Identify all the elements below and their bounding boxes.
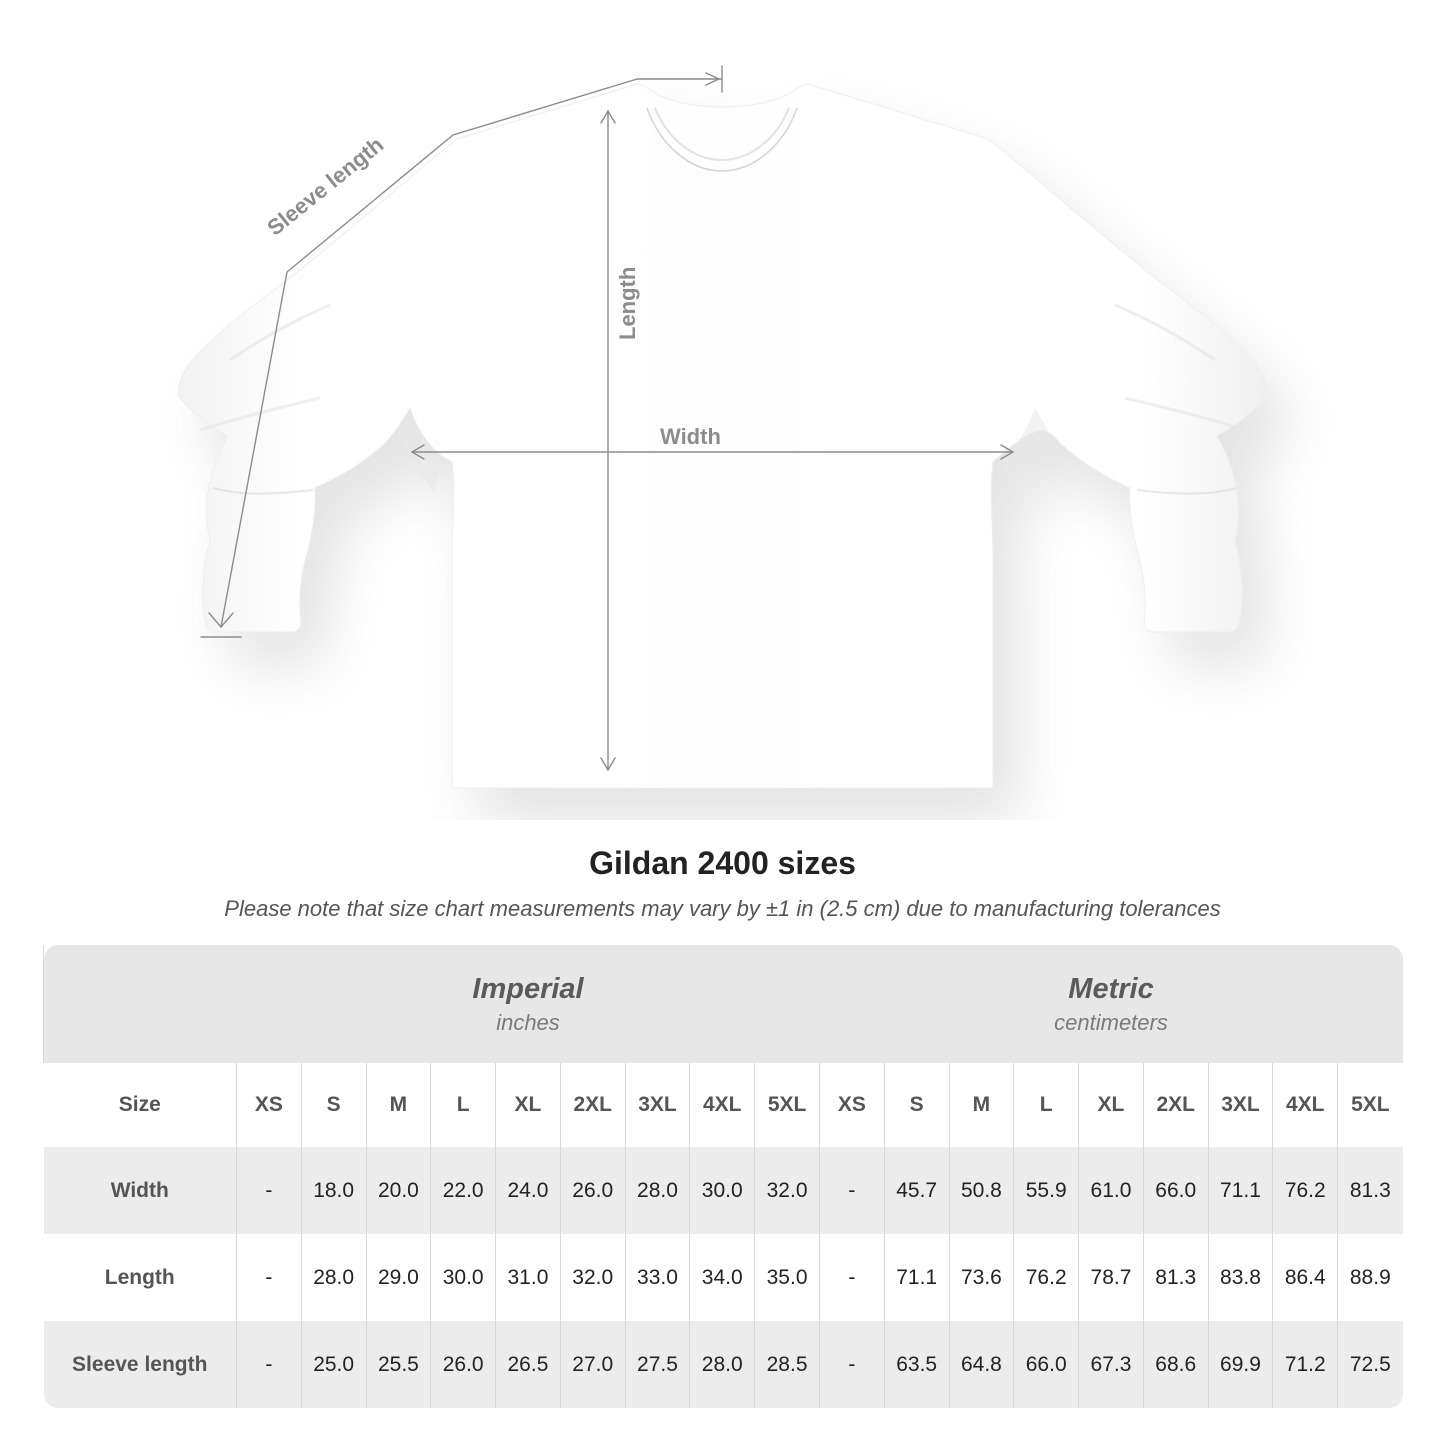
svg-text:Length: Length (615, 267, 640, 340)
svg-text:Width: Width (660, 424, 721, 449)
